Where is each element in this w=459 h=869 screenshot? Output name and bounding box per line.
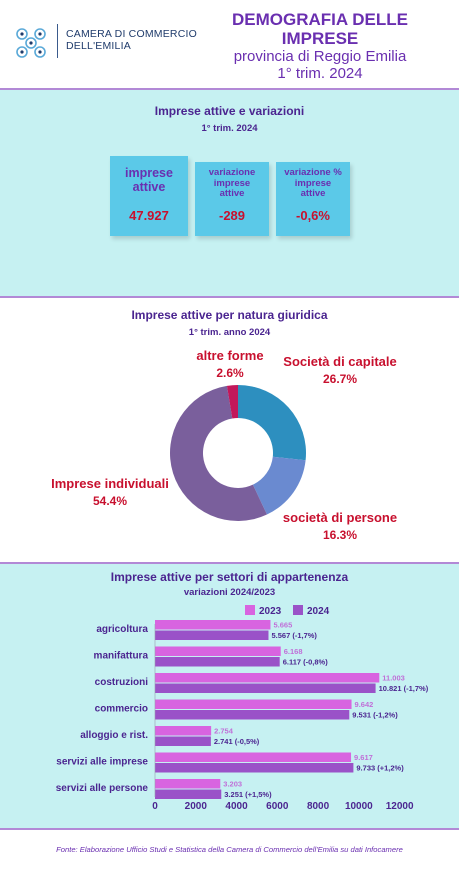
bar-chart-title: Imprese attive per settori di appartenen… — [110, 570, 349, 584]
legal-form-panel: Imprese attive per natura giuridica 1° t… — [0, 298, 459, 564]
bar-value-label: 6.117 (-0,8%) — [283, 658, 329, 667]
category-label: agricoltura — [96, 624, 148, 635]
x-tick-label: 10000 — [345, 801, 373, 812]
category-label: servizi alle persone — [56, 783, 149, 794]
bar-value-label: 9.617 — [354, 753, 373, 762]
logo-divider — [57, 24, 58, 58]
x-tick-label: 2000 — [185, 801, 208, 812]
bar-value-label: 9.531 (-1,2%) — [352, 711, 398, 720]
kpi-value: 47.927 — [129, 208, 169, 223]
page-title-block: DEMOGRAFIA DELLE IMPRESE provincia di Re… — [205, 10, 435, 82]
page-period: 1° trim. 2024 — [277, 65, 363, 82]
donut-label-value: 16.3% — [323, 528, 357, 542]
x-tick-label: 12000 — [386, 801, 414, 812]
page-subtitle: provincia di Reggio Emilia — [233, 48, 407, 65]
category-label: servizi alle imprese — [56, 757, 148, 768]
donut-slice-1 — [252, 456, 306, 515]
org-name-line1: CAMERA DI COMMERCIO — [66, 28, 197, 40]
x-tick-label: 8000 — [307, 801, 330, 812]
bar-2023 — [155, 752, 352, 762]
source-note: Fonte: Elaborazione Ufficio Studi e Stat… — [56, 845, 403, 854]
legend-swatch-2024 — [293, 605, 303, 615]
org-name: CAMERA DI COMMERCIO DELL'EMILIA — [66, 28, 197, 52]
bar-2024 — [155, 710, 350, 720]
donut-label-name: altre forme — [196, 348, 263, 363]
bar-2024 — [155, 789, 222, 799]
bar-2023 — [155, 673, 380, 683]
donut-label-name: Società di capitale — [283, 354, 396, 369]
bar-2024 — [155, 630, 269, 640]
org-name-line2: DELL'EMILIA — [66, 40, 131, 52]
category-label: commercio — [95, 704, 148, 715]
bar-2024 — [155, 683, 376, 693]
donut-label-name: Imprese individuali — [51, 476, 169, 491]
kpi-label: variazione imprese attive — [208, 167, 256, 199]
chamber-logo-icon — [16, 28, 46, 58]
bar-value-label: 11.003 — [382, 674, 405, 683]
legend-label: 2024 — [307, 606, 330, 617]
bar-value-label: 3.203 — [223, 780, 242, 789]
donut-label-value: 2.6% — [216, 366, 244, 380]
x-tick-label: 0 — [152, 801, 158, 812]
bar-value-label: 2.741 (-0,5%) — [214, 737, 260, 746]
donut-chart: Società di capitale 26.7% società di perso… — [51, 348, 397, 542]
bar-value-label: 9.642 — [355, 700, 374, 709]
category-label: manifattura — [94, 651, 149, 662]
category-label: costruzioni — [95, 677, 149, 688]
sector-panel: Imprese attive per settori di appartenen… — [0, 564, 459, 830]
kpi-panel: Imprese attive e variazioni 1° trim. 202… — [0, 88, 459, 298]
x-tick-label: 4000 — [225, 801, 248, 812]
bar-value-label: 3.251 (+1,5%) — [224, 790, 272, 799]
bar-2023 — [155, 646, 281, 656]
bar-value-label: 2.754 — [214, 727, 234, 736]
donut-label-value: 26.7% — [323, 372, 357, 386]
bar-chart-subtitle: variazioni 2024/2023 — [183, 587, 276, 598]
kpi-card-imprese-attive: imprese attive 47.927 — [110, 156, 188, 236]
kpi-value: -0,6% — [296, 208, 330, 223]
bar-2023 — [155, 620, 271, 630]
page-header: CAMERA DI COMMERCIO DELL'EMILIA DEMOGRAF… — [0, 0, 459, 86]
kpi-label: imprese attive — [125, 166, 173, 194]
legend-swatch-2023 — [245, 605, 255, 615]
bar-2023 — [155, 726, 212, 736]
kpi-card-variazione: variazione imprese attive -289 — [195, 162, 269, 236]
bar-value-label: 6.168 — [284, 647, 303, 656]
bar-value-label: 5.567 (-1,7%) — [271, 631, 317, 640]
bar-value-label: 5.665 — [273, 621, 292, 630]
bar-2023 — [155, 699, 352, 709]
bar-value-label: 9.733 (+1,2%) — [356, 764, 404, 773]
donut-slice-2 — [170, 385, 267, 521]
donut-slice-3 — [226, 385, 238, 419]
page-title: DEMOGRAFIA DELLE IMPRESE — [232, 10, 408, 48]
bar-2023 — [155, 779, 221, 789]
x-tick-label: 6000 — [266, 801, 289, 812]
bar-value-label: 10.821 (-1,7%) — [379, 684, 429, 693]
kpi-label: variazione % imprese attive — [284, 167, 342, 199]
legend-label: 2023 — [259, 606, 282, 617]
category-label: alloggio e rist. — [80, 730, 148, 741]
donut-chart-subtitle: 1° trim. anno 2024 — [188, 327, 271, 338]
donut-label-value: 54.4% — [93, 494, 127, 508]
bar-2024 — [155, 763, 354, 773]
donut-chart-title: Imprese attive per natura giuridica — [131, 308, 328, 322]
bar-2024 — [155, 736, 211, 746]
bar-2024 — [155, 657, 280, 667]
donut-label-name: società di persone — [283, 510, 397, 525]
kpi-section-subtitle: 1° trim. 2024 — [201, 123, 258, 134]
kpi-value: -289 — [218, 208, 246, 223]
kpi-card-variazione-percentuale: variazione % imprese attive -0,6% — [276, 162, 350, 236]
donut-slice-0 — [238, 385, 306, 461]
kpi-section-title: Imprese attive e variazioni — [154, 104, 305, 118]
